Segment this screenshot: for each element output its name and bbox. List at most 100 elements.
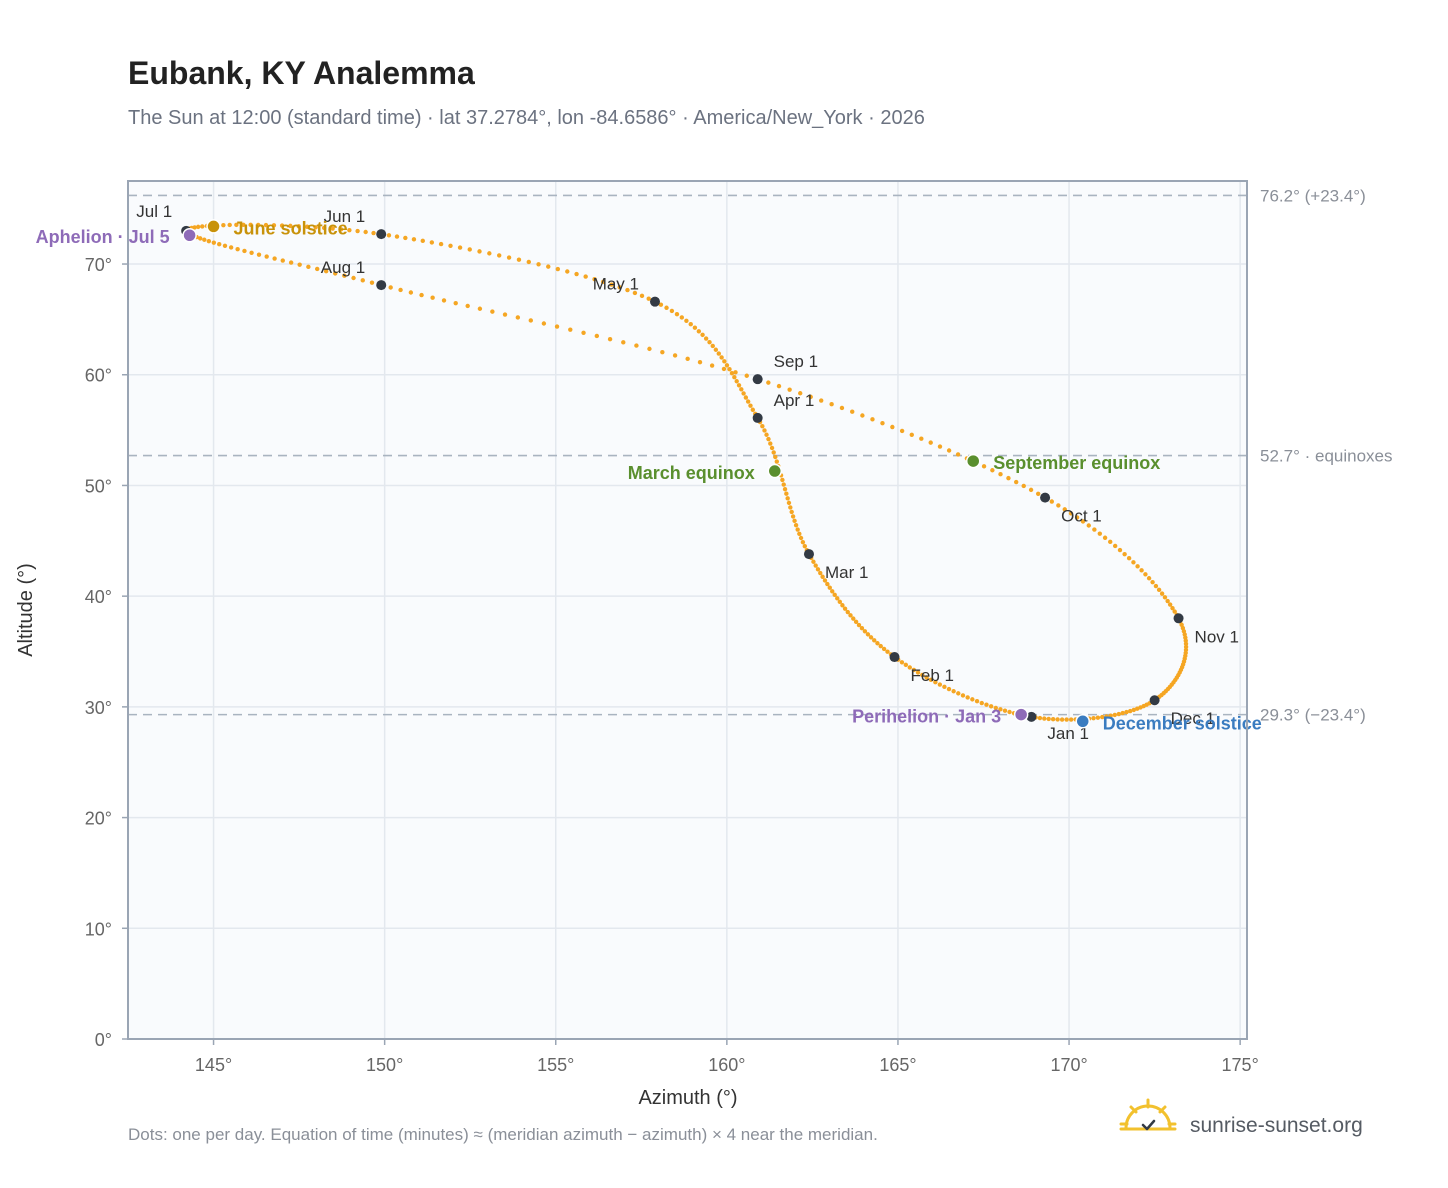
daily-sun-dot: [811, 559, 816, 564]
daily-sun-dot: [748, 403, 753, 408]
y-tick-label: 50°: [85, 476, 112, 496]
daily-sun-dot: [829, 402, 834, 407]
daily-sun-dot: [528, 318, 534, 323]
y-tick-label: 70°: [85, 255, 112, 275]
month-markers: Jan 1 Feb 1 Mar 1 Apr 1 May 1 Jun 1 Jul 1 Aug 1…: [136, 202, 1239, 743]
event-marker-label: Perihelion · Jan 3: [852, 707, 1001, 727]
daily-sun-dot: [1059, 717, 1065, 722]
daily-sun-dot: [696, 329, 702, 334]
daily-sun-dot: [700, 332, 705, 338]
daily-sun-dot: [647, 346, 652, 352]
event-marker-dot: [965, 453, 981, 469]
daily-sun-dot: [785, 496, 790, 501]
event-marker-label: September equinox: [993, 453, 1160, 473]
month-marker-dot: [889, 652, 900, 663]
footnote: Dots: one per day. Equation of time (min…: [128, 1125, 878, 1144]
daily-sun-dot: [634, 343, 639, 348]
daily-sun-dot: [993, 705, 998, 711]
daily-sun-dot: [453, 300, 458, 306]
month-marker-label: Oct 1: [1061, 507, 1102, 526]
daily-sun-dot: [1056, 503, 1061, 508]
daily-sun-dot: [800, 539, 806, 545]
daily-sun-dot: [227, 222, 232, 228]
daily-sun-dot: [1050, 717, 1056, 722]
daily-sun-dot: [903, 662, 909, 668]
daily-sun-dot: [798, 535, 804, 541]
daily-sun-dot: [315, 266, 320, 272]
daily-sun-dot: [333, 271, 338, 276]
daily-sun-dot: [782, 486, 788, 492]
daily-sun-dot: [709, 363, 715, 368]
axis-ticks: 145° 150° 155° 160° 165° 170° 175° 0° 10° 20° 30° 4…: [85, 255, 1259, 1075]
daily-sun-dot: [211, 240, 217, 245]
daily-sun-dot: [820, 574, 825, 579]
daily-sun-dot: [296, 224, 301, 229]
daily-sun-dot: [970, 697, 975, 702]
daily-sun-dot: [880, 420, 885, 426]
daily-sun-dot: [430, 295, 435, 300]
daily-sun-dot: [1108, 539, 1113, 545]
daily-sun-dot: [420, 238, 425, 244]
daily-sun-dot: [198, 236, 203, 241]
daily-sun-dot: [235, 246, 240, 252]
daily-sun-dot: [865, 632, 871, 637]
daily-sun-dot: [403, 235, 408, 241]
daily-sun-dot: [697, 359, 703, 365]
daily-sun-dot: [786, 500, 792, 506]
daily-sun-dot: [870, 417, 875, 422]
daily-sun-dot: [438, 241, 444, 247]
month-marker-label: Jan 1: [1047, 724, 1089, 743]
daily-sun-dot: [1122, 551, 1127, 557]
daily-sun-dot: [942, 684, 947, 690]
chart-title: Eubank, KY Analemma: [128, 55, 475, 91]
daily-sun-dot: [1138, 705, 1143, 710]
y-tick-label: 60°: [85, 366, 112, 386]
daily-sun-dot: [1095, 715, 1101, 720]
daily-sun-dot: [342, 273, 347, 278]
daily-sun-dot: [394, 234, 400, 239]
month-marker-dot: [376, 280, 387, 291]
daily-sun-dot: [776, 383, 782, 389]
daily-sun-dot: [764, 432, 769, 437]
daily-sun-dot: [594, 333, 600, 339]
daily-sun-dot: [928, 440, 933, 445]
daily-sun-dot: [907, 665, 912, 670]
daily-sun-dot: [279, 223, 285, 228]
daily-sun-dot: [1049, 499, 1055, 504]
daily-sun-dot: [600, 279, 606, 285]
daily-sun-dot: [750, 407, 756, 412]
daily-sun-dot: [762, 428, 767, 433]
daily-sun-dot: [822, 578, 828, 583]
x-tick-label: 165°: [879, 1055, 916, 1075]
daily-sun-dot: [856, 622, 862, 628]
daily-sun-dot: [1046, 716, 1051, 722]
daily-sun-dot: [1146, 576, 1152, 581]
daily-sun-dot: [798, 391, 803, 396]
daily-sun-dot: [1135, 564, 1140, 569]
month-marker-dot: [1026, 711, 1037, 722]
daily-sun-dot: [1162, 595, 1168, 600]
daily-sun-dot: [988, 704, 994, 709]
daily-sun-dot: [789, 509, 794, 515]
daily-sun-dot: [710, 343, 715, 349]
daily-sun-dot: [1068, 511, 1074, 516]
daily-sun-dot: [685, 356, 690, 362]
daily-sun-dot: [1028, 487, 1034, 493]
daily-sun-dot: [795, 527, 800, 532]
daily-sun-dot: [727, 367, 732, 372]
daily-sun-dot: [272, 256, 277, 261]
daily-sun-dot: [1037, 715, 1043, 721]
daily-sun-dot: [933, 680, 938, 685]
daily-sun-dot: [1006, 475, 1011, 481]
daily-sun-dot: [885, 649, 890, 654]
daily-sun-dot: [338, 227, 344, 232]
daily-sun-dot: [790, 514, 796, 519]
daily-sun-dot: [979, 700, 984, 706]
daily-sun-dot: [1108, 713, 1113, 718]
month-marker-label: Sep 1: [774, 352, 818, 371]
daily-sun-dot: [241, 222, 246, 228]
y-tick-label: 40°: [85, 587, 112, 607]
daily-sun-dot: [465, 303, 470, 309]
daily-sun-dot: [568, 327, 573, 332]
daily-sun-dot: [1100, 714, 1105, 720]
